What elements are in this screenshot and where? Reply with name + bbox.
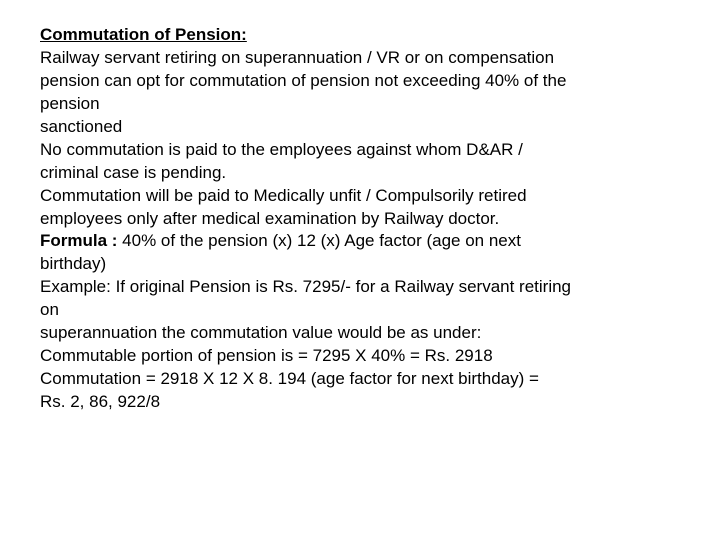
body-line: Rs. 2, 86, 922/8 [40,391,680,414]
body-line: Commutable portion of pension is = 7295 … [40,345,680,368]
body-line: sanctioned [40,116,680,139]
heading: Commutation of Pension: [40,24,680,47]
body-line: employees only after medical examination… [40,208,680,231]
body-line: No commutation is paid to the employees … [40,139,680,162]
body-line: superannuation the commutation value wou… [40,322,680,345]
body-line: Example: If original Pension is Rs. 7295… [40,276,680,299]
formula-label: Formula : [40,231,117,250]
body-line: pension can opt for commutation of pensi… [40,70,680,93]
body-line: criminal case is pending. [40,162,680,185]
body-line: birthday) [40,253,680,276]
body-line: Commutation will be paid to Medically un… [40,185,680,208]
formula-line: Formula : 40% of the pension (x) 12 (x) … [40,230,680,253]
body-line: Commutation = 2918 X 12 X 8. 194 (age fa… [40,368,680,391]
body-line: on [40,299,680,322]
document-body: Commutation of Pension: Railway servant … [40,24,680,414]
body-line: pension [40,93,680,116]
body-line: Railway servant retiring on superannuati… [40,47,680,70]
formula-text: 40% of the pension (x) 12 (x) Age factor… [117,231,521,250]
